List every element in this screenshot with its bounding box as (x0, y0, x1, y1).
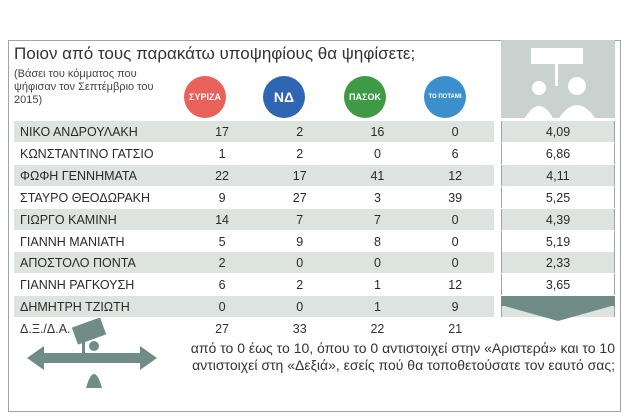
candidate-name: ΝΙΚΟ ΑΝΔΡΟΥΛΑΚΗ (20, 124, 138, 139)
left-right-score: 4,11 (501, 165, 615, 186)
table-row: ΓΙΑΝΝΗ ΡΑΓΚΟΥΣΗ 6 2 1 12 (14, 274, 494, 295)
scale-question: Σε μία κλίμακα από το 0 έως το 10, όπου … (160, 323, 615, 374)
vote-percentage-cell: 3 (373, 190, 381, 205)
question-arrow-icon (501, 305, 615, 321)
vote-percentage-cell: 2 (296, 146, 304, 161)
vote-percentage-cell: 27 (292, 190, 307, 205)
vote-percentage-cell: 8 (373, 234, 381, 249)
vote-percentage-cell: 1 (373, 277, 381, 292)
party-logo-nd: ΝΔ (263, 76, 305, 118)
candidate-name: ΚΩΝΣΤΑΝΤΙΝΟ ΓΑΤΣΙΟ (20, 146, 154, 161)
table-row: ΦΩΦΗ ΓΕΝΝΗΜΑΤΑ 22 17 41 12 (14, 165, 494, 186)
vote-percentage-cell: 27 (215, 321, 229, 336)
vote-percentage-cell: 22 (370, 321, 385, 336)
table-row: ΣΤΑΥΡΟ ΘΕΟΔΩΡΑΚΗ 9 27 3 39 (14, 187, 494, 208)
left-right-score: 4,39 (501, 209, 615, 230)
left-right-score: 3,65 (501, 274, 615, 295)
candidate-name: ΦΩΦΗ ΓΕΝΝΗΜΑΤΑ (20, 168, 137, 183)
vote-percentage-cell: 0 (451, 255, 459, 270)
vote-percentage-cell: 17 (292, 168, 307, 183)
vote-percentage-cell: 7 (296, 212, 304, 227)
candidate-name: ΑΠΟΣΤΟΛΟ ΠΟΝΤΑ (20, 255, 136, 270)
party-logo-syriza: ΣΥΡΙΖΑ (184, 76, 226, 118)
vote-percentage-cell: 22 (215, 168, 229, 183)
scale-question-line2: από το 0 έως το 10, όπου το 0 αντιστοιχε… (190, 340, 615, 356)
vote-percentage-cell: 0 (373, 255, 381, 270)
vote-percentage-cell: 0 (296, 255, 304, 270)
party-logo-pasok: ΠΑΣΟΚ (344, 76, 386, 118)
vote-percentage-cell: 6 (451, 146, 459, 161)
vote-percentage-cell: 2 (218, 255, 226, 270)
scale-question-line1: Σε μία κλίμακα (524, 323, 615, 339)
vote-percentage-cell: 17 (215, 124, 229, 139)
left-right-score: 5,19 (501, 231, 615, 252)
table-row: ΝΙΚΟ ΑΝΔΡΟΥΛΑΚΗ 17 2 16 0 (14, 121, 494, 142)
table-row: Δ.Ξ./Δ.Α. 27 33 22 21 (14, 318, 494, 339)
vote-percentage-cell: 9 (218, 190, 226, 205)
table-row: ΓΙΩΡΓΟ ΚΑΜΙΝΗ 14 7 7 0 (14, 209, 494, 230)
party-name-pasok: ΠΑΣΟΚ (349, 92, 381, 102)
vote-percentage-cell: 16 (370, 124, 385, 139)
vote-percentage-cell: 21 (448, 321, 463, 336)
page-subtitle: (Βάσει του κόμματος που ψήφισαν τον Σεπτ… (14, 68, 154, 106)
party-name-syriza: ΣΥΡΙΖΑ (189, 92, 221, 102)
party-logo-potami: ΤΟ ΠΟΤΑΜΙ (424, 76, 466, 118)
table-row: ΑΠΟΣΤΟΛΟ ΠΟΝΤΑ 2 0 0 0 (14, 252, 494, 273)
party-name-nd: ΝΔ (273, 89, 295, 105)
candidate-name: ΔΗΜΗΤΡΗ ΤΖΙΩΤΗ (20, 299, 130, 314)
vote-percentage-cell: 39 (448, 190, 463, 205)
candidate-name: ΓΙΑΝΝΗ ΜΑΝΙΑΤΗ (20, 234, 125, 249)
vote-percentage-cell: 1 (218, 146, 226, 161)
vote-percentage-cell: 9 (451, 299, 459, 314)
voters-sign-icon (525, 48, 595, 118)
party-name-potami: ΤΟ ΠΟΤΑΜΙ (428, 94, 462, 100)
page-title: Ποιον από τους παρακάτω υποψηφίους θα ψη… (14, 44, 416, 63)
left-right-arrow-icon (27, 318, 157, 388)
vote-percentage-cell: 0 (296, 299, 304, 314)
vote-percentage-cell: 5 (218, 234, 226, 249)
vote-percentage-cell: 0 (218, 299, 226, 314)
candidate-name: ΓΙΩΡΓΟ ΚΑΜΙΝΗ (20, 212, 117, 227)
vote-percentage-cell: 41 (370, 168, 385, 183)
table-row: ΓΙΑΝΝΗ ΜΑΝΙΑΤΗ 5 9 8 0 (14, 231, 494, 252)
vote-percentage-cell: 0 (451, 234, 459, 249)
vote-percentage-cell: 33 (292, 321, 307, 336)
candidate-name: Δ.Ξ./Δ.Α. (20, 321, 71, 336)
infographic-frame (8, 40, 621, 412)
candidate-name: ΓΙΑΝΝΗ ΡΑΓΚΟΥΣΗ (20, 277, 135, 292)
vote-percentage-cell: 2 (296, 277, 304, 292)
vote-percentage-cell: 2 (296, 124, 304, 139)
candidate-name: ΣΤΑΥΡΟ ΘΕΟΔΩΡΑΚΗ (20, 190, 151, 205)
vote-percentage-cell: 6 (218, 277, 226, 292)
vote-percentage-cell: 0 (451, 124, 459, 139)
vote-percentage-cell: 0 (451, 212, 459, 227)
vote-percentage-cell: 9 (296, 234, 304, 249)
left-right-score: 4,09 (501, 121, 615, 142)
table-row: ΔΗΜΗΤΡΗ ΤΖΙΩΤΗ 0 0 1 9 (14, 296, 494, 317)
vote-percentage-cell: 14 (215, 212, 229, 227)
vote-percentage-cell: 12 (448, 168, 463, 183)
vote-percentage-cell: 0 (373, 146, 381, 161)
question-arrow-body (501, 296, 615, 306)
vote-percentage-cell: 1 (373, 299, 381, 314)
table-row: ΚΩΝΣΤΑΝΤΙΝΟ ΓΑΤΣΙΟ 1 2 0 6 (14, 143, 494, 164)
left-right-score: 5,25 (501, 187, 615, 208)
vote-percentage-cell: 12 (448, 277, 463, 292)
scale-question-line3: αντιστοιχεί στη «Δεξιά», εσείς πού θα το… (192, 357, 615, 373)
left-right-score: 2,33 (501, 252, 615, 273)
vote-percentage-cell: 7 (373, 212, 381, 227)
left-right-score: 6,86 (501, 143, 615, 164)
voters-illustration-panel (501, 40, 615, 118)
